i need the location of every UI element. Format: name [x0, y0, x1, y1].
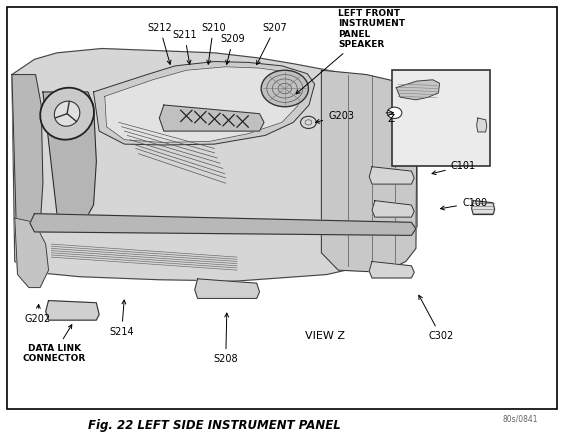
- Polygon shape: [43, 92, 96, 222]
- Text: G202: G202: [24, 304, 50, 324]
- Circle shape: [301, 116, 316, 129]
- Text: S209: S209: [221, 34, 245, 65]
- Text: S212: S212: [148, 23, 172, 65]
- Polygon shape: [477, 118, 487, 132]
- Polygon shape: [372, 201, 414, 217]
- Polygon shape: [369, 167, 414, 184]
- Text: S207: S207: [257, 23, 288, 65]
- Text: 80s/0841: 80s/0841: [503, 414, 538, 423]
- Polygon shape: [12, 75, 43, 277]
- Text: S208: S208: [213, 313, 238, 364]
- Text: Z: Z: [387, 114, 395, 124]
- Bar: [392, 70, 490, 166]
- Text: Fig. 22 LEFT SIDE INSTRUMENT PANEL: Fig. 22 LEFT SIDE INSTRUMENT PANEL: [88, 419, 341, 432]
- Text: S210: S210: [201, 23, 226, 64]
- Circle shape: [261, 70, 309, 107]
- Text: C101: C101: [432, 161, 476, 174]
- Polygon shape: [160, 105, 264, 131]
- Text: LEFT FRONT
INSTRUMENT
PANEL
SPEAKER: LEFT FRONT INSTRUMENT PANEL SPEAKER: [296, 9, 406, 94]
- Polygon shape: [195, 279, 259, 298]
- Polygon shape: [94, 61, 315, 145]
- Polygon shape: [105, 67, 305, 143]
- Polygon shape: [30, 214, 416, 235]
- Text: S214: S214: [109, 300, 134, 337]
- Ellipse shape: [40, 88, 94, 140]
- Polygon shape: [321, 70, 417, 272]
- Text: VIEW Z: VIEW Z: [305, 331, 345, 341]
- Polygon shape: [396, 80, 439, 100]
- Text: DATA LINK
CONNECTOR: DATA LINK CONNECTOR: [23, 325, 86, 363]
- Polygon shape: [15, 218, 49, 287]
- Text: C100: C100: [440, 198, 487, 210]
- Ellipse shape: [54, 101, 80, 126]
- Polygon shape: [472, 201, 495, 215]
- Polygon shape: [46, 300, 99, 320]
- Text: C302: C302: [419, 295, 453, 341]
- Polygon shape: [369, 262, 414, 278]
- Text: G203: G203: [316, 111, 354, 123]
- Polygon shape: [12, 48, 417, 281]
- Circle shape: [387, 107, 402, 119]
- Text: S211: S211: [173, 30, 197, 64]
